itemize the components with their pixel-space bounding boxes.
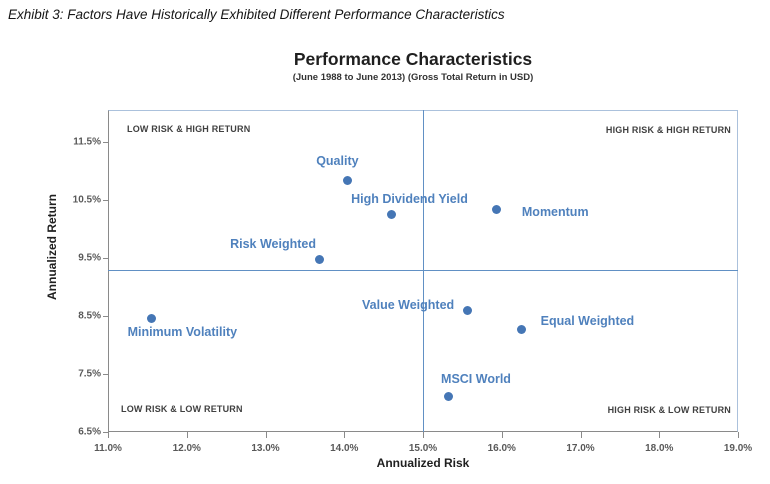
y-axis-tick-label: 6.5% — [78, 426, 101, 438]
x-axis-tick-label: 14.0% — [330, 443, 359, 454]
data-point-value-weighted — [462, 305, 472, 315]
y-axis-tick-label: 9.5% — [78, 252, 101, 264]
data-point-label-equal-weighted: Equal Weighted — [540, 313, 635, 328]
x-axis-tick — [501, 432, 503, 438]
x-axis-tick-label: 18.0% — [645, 443, 674, 454]
y-axis-tick-label: 8.5% — [78, 310, 101, 322]
x-axis-tick — [344, 432, 346, 438]
y-axis-title: Annualized Return — [45, 193, 59, 301]
data-point-risk-weighted — [314, 254, 324, 264]
quadrant-divider-horizontal — [108, 270, 738, 272]
y-axis-tick — [103, 199, 108, 201]
x-axis-tick-label: 11.0% — [94, 443, 122, 454]
chart-title: Performance Characteristics — [293, 49, 533, 69]
y-axis-tick — [103, 257, 108, 259]
data-point-equal-weighted — [516, 325, 526, 335]
quadrant-label-high-risk-low-return: HIGH RISK & LOW RETURN — [607, 405, 731, 415]
data-point-label-risk-weighted: Risk Weighted — [230, 237, 316, 252]
x-axis-tick — [423, 432, 424, 438]
x-axis-title: Annualized Risk — [376, 456, 470, 470]
y-axis-tick — [103, 373, 108, 375]
y-axis-tick-label: 7.5% — [78, 368, 101, 380]
data-point-label-msci-world: MSCI World — [441, 372, 511, 387]
data-point-label-momentum: Momentum — [521, 205, 589, 220]
chart-subtitle: (June 1988 to June 2013) (Gross Total Re… — [292, 72, 534, 83]
x-axis-tick — [738, 432, 739, 438]
x-axis-tick-label: 17.0% — [566, 443, 595, 454]
x-axis-tick-label: 15.0% — [408, 443, 438, 454]
x-axis-tick — [265, 432, 267, 438]
x-axis-tick-label: 16.0% — [487, 443, 516, 454]
x-axis-tick-label: 19.0% — [723, 443, 753, 454]
y-axis-tick-label: 11.5% — [73, 136, 101, 148]
y-axis-tick — [103, 432, 108, 433]
quadrant-label-low-risk-low-return: LOW RISK & LOW RETURN — [121, 404, 243, 414]
data-point-label-quality: Quality — [316, 153, 359, 168]
data-point-msci-world — [444, 391, 454, 401]
y-axis-tick-label: 10.5% — [72, 194, 101, 206]
data-point-minimum-volatility — [146, 314, 156, 324]
x-axis-tick — [580, 432, 582, 438]
x-axis-tick-label: 12.0% — [172, 443, 201, 454]
data-point-quality — [342, 176, 352, 186]
x-axis-tick — [186, 432, 188, 438]
data-point-high-dividend-yield — [387, 209, 396, 219]
y-axis-tick — [103, 141, 108, 143]
data-point-label-minimum-volatility: Minimum Volatility — [127, 324, 238, 339]
x-axis-tick — [108, 432, 109, 438]
exhibit-heading: Exhibit 3: Factors Have Historically Exh… — [8, 7, 505, 22]
quadrant-label-low-risk-high-return: LOW RISK & HIGH RETURN — [127, 124, 251, 134]
data-point-momentum — [491, 204, 501, 214]
x-axis-tick — [659, 432, 661, 438]
y-axis-tick — [103, 315, 108, 317]
quadrant-label-high-risk-high-return: HIGH RISK & HIGH RETURN — [605, 125, 731, 135]
x-axis-tick-label: 13.0% — [251, 443, 280, 454]
data-point-label-value-weighted: Value Weighted — [362, 298, 455, 313]
data-point-label-high-dividend-yield: High Dividend Yield — [351, 192, 468, 207]
